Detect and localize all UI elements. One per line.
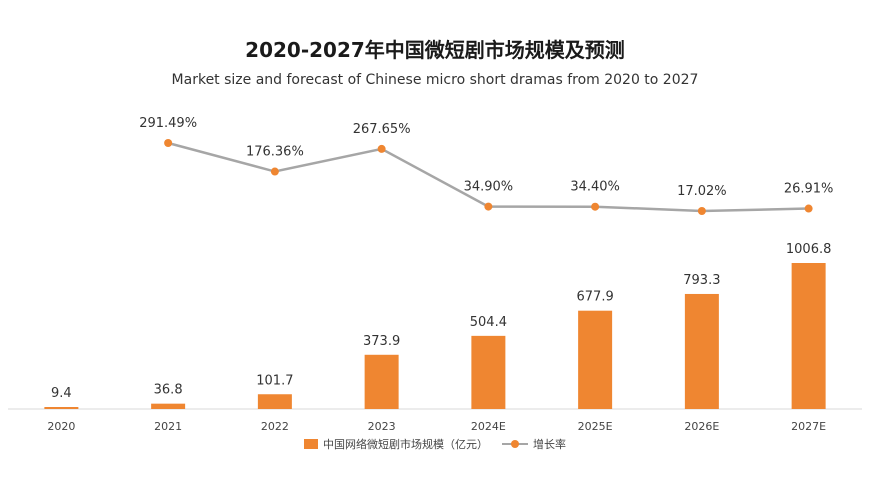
x-tick-2027E: 2027E (791, 420, 826, 433)
bar-2020 (44, 407, 79, 409)
bar-2023 (364, 354, 399, 409)
growth-label-2026E: 17.02% (677, 184, 727, 199)
chart-title: 2020-2027年中国微短剧市场规模及预测 (245, 38, 625, 62)
bar-label-2021: 36.8 (154, 383, 183, 398)
x-tick-2024E: 2024E (471, 420, 506, 433)
bar-label-2025E: 677.9 (577, 290, 614, 305)
legend-item-growth-rate: 增长率 (502, 436, 566, 452)
growth-label-2025E: 34.40% (570, 180, 620, 195)
legend-label-market-size: 中国网络微短剧市场规模（亿元） (323, 438, 488, 451)
bar-2026E (684, 293, 719, 409)
x-tick-2021: 2021 (154, 420, 182, 433)
growth-point-2025E (591, 202, 600, 211)
bar-label-2027E: 1006.8 (786, 242, 832, 257)
bar-2024E (471, 335, 506, 409)
growth-label-2023: 267.65% (353, 122, 411, 137)
x-tick-2025E: 2025E (578, 420, 613, 433)
growth-point-2022 (270, 167, 279, 176)
x-tick-2023: 2023 (368, 420, 396, 433)
bar-label-2020: 9.4 (51, 386, 72, 401)
growth-label-2021: 291.49% (139, 116, 197, 131)
x-tick-2022: 2022 (261, 420, 289, 433)
growth-point-2023 (377, 144, 386, 153)
bar-label-2022: 101.7 (256, 373, 293, 388)
x-tick-2026E: 2026E (684, 420, 719, 433)
x-tick-2020: 2020 (47, 420, 75, 433)
bar-label-2024E: 504.4 (470, 315, 507, 330)
bar-label-2026E: 793.3 (683, 273, 720, 288)
chart-subtitle: Market size and forecast of Chinese micr… (171, 72, 699, 88)
growth-point-2027E (804, 204, 813, 213)
legend-bar-swatch (304, 439, 318, 449)
growth-point-2026E (697, 207, 706, 215)
legend-label-growth-rate: 增长率 (533, 438, 566, 451)
legend: 中国网络微短剧市场规模（亿元） 增长率 (0, 436, 870, 452)
bar-2022 (257, 394, 292, 409)
bar-2025E (578, 310, 613, 409)
growth-label-2027E: 26.91% (784, 182, 834, 197)
legend-line-swatch (502, 439, 528, 449)
growth-label-2024E: 34.90% (464, 180, 514, 195)
bar-2027E (791, 263, 826, 409)
bar-2021 (151, 403, 186, 409)
growth-label-2022: 176.36% (246, 145, 304, 160)
growth-point-2021 (164, 139, 173, 147)
growth-point-2024E (484, 202, 493, 211)
bar-label-2023: 373.9 (363, 334, 400, 349)
legend-item-market-size: 中国网络微短剧市场规模（亿元） (304, 436, 488, 452)
